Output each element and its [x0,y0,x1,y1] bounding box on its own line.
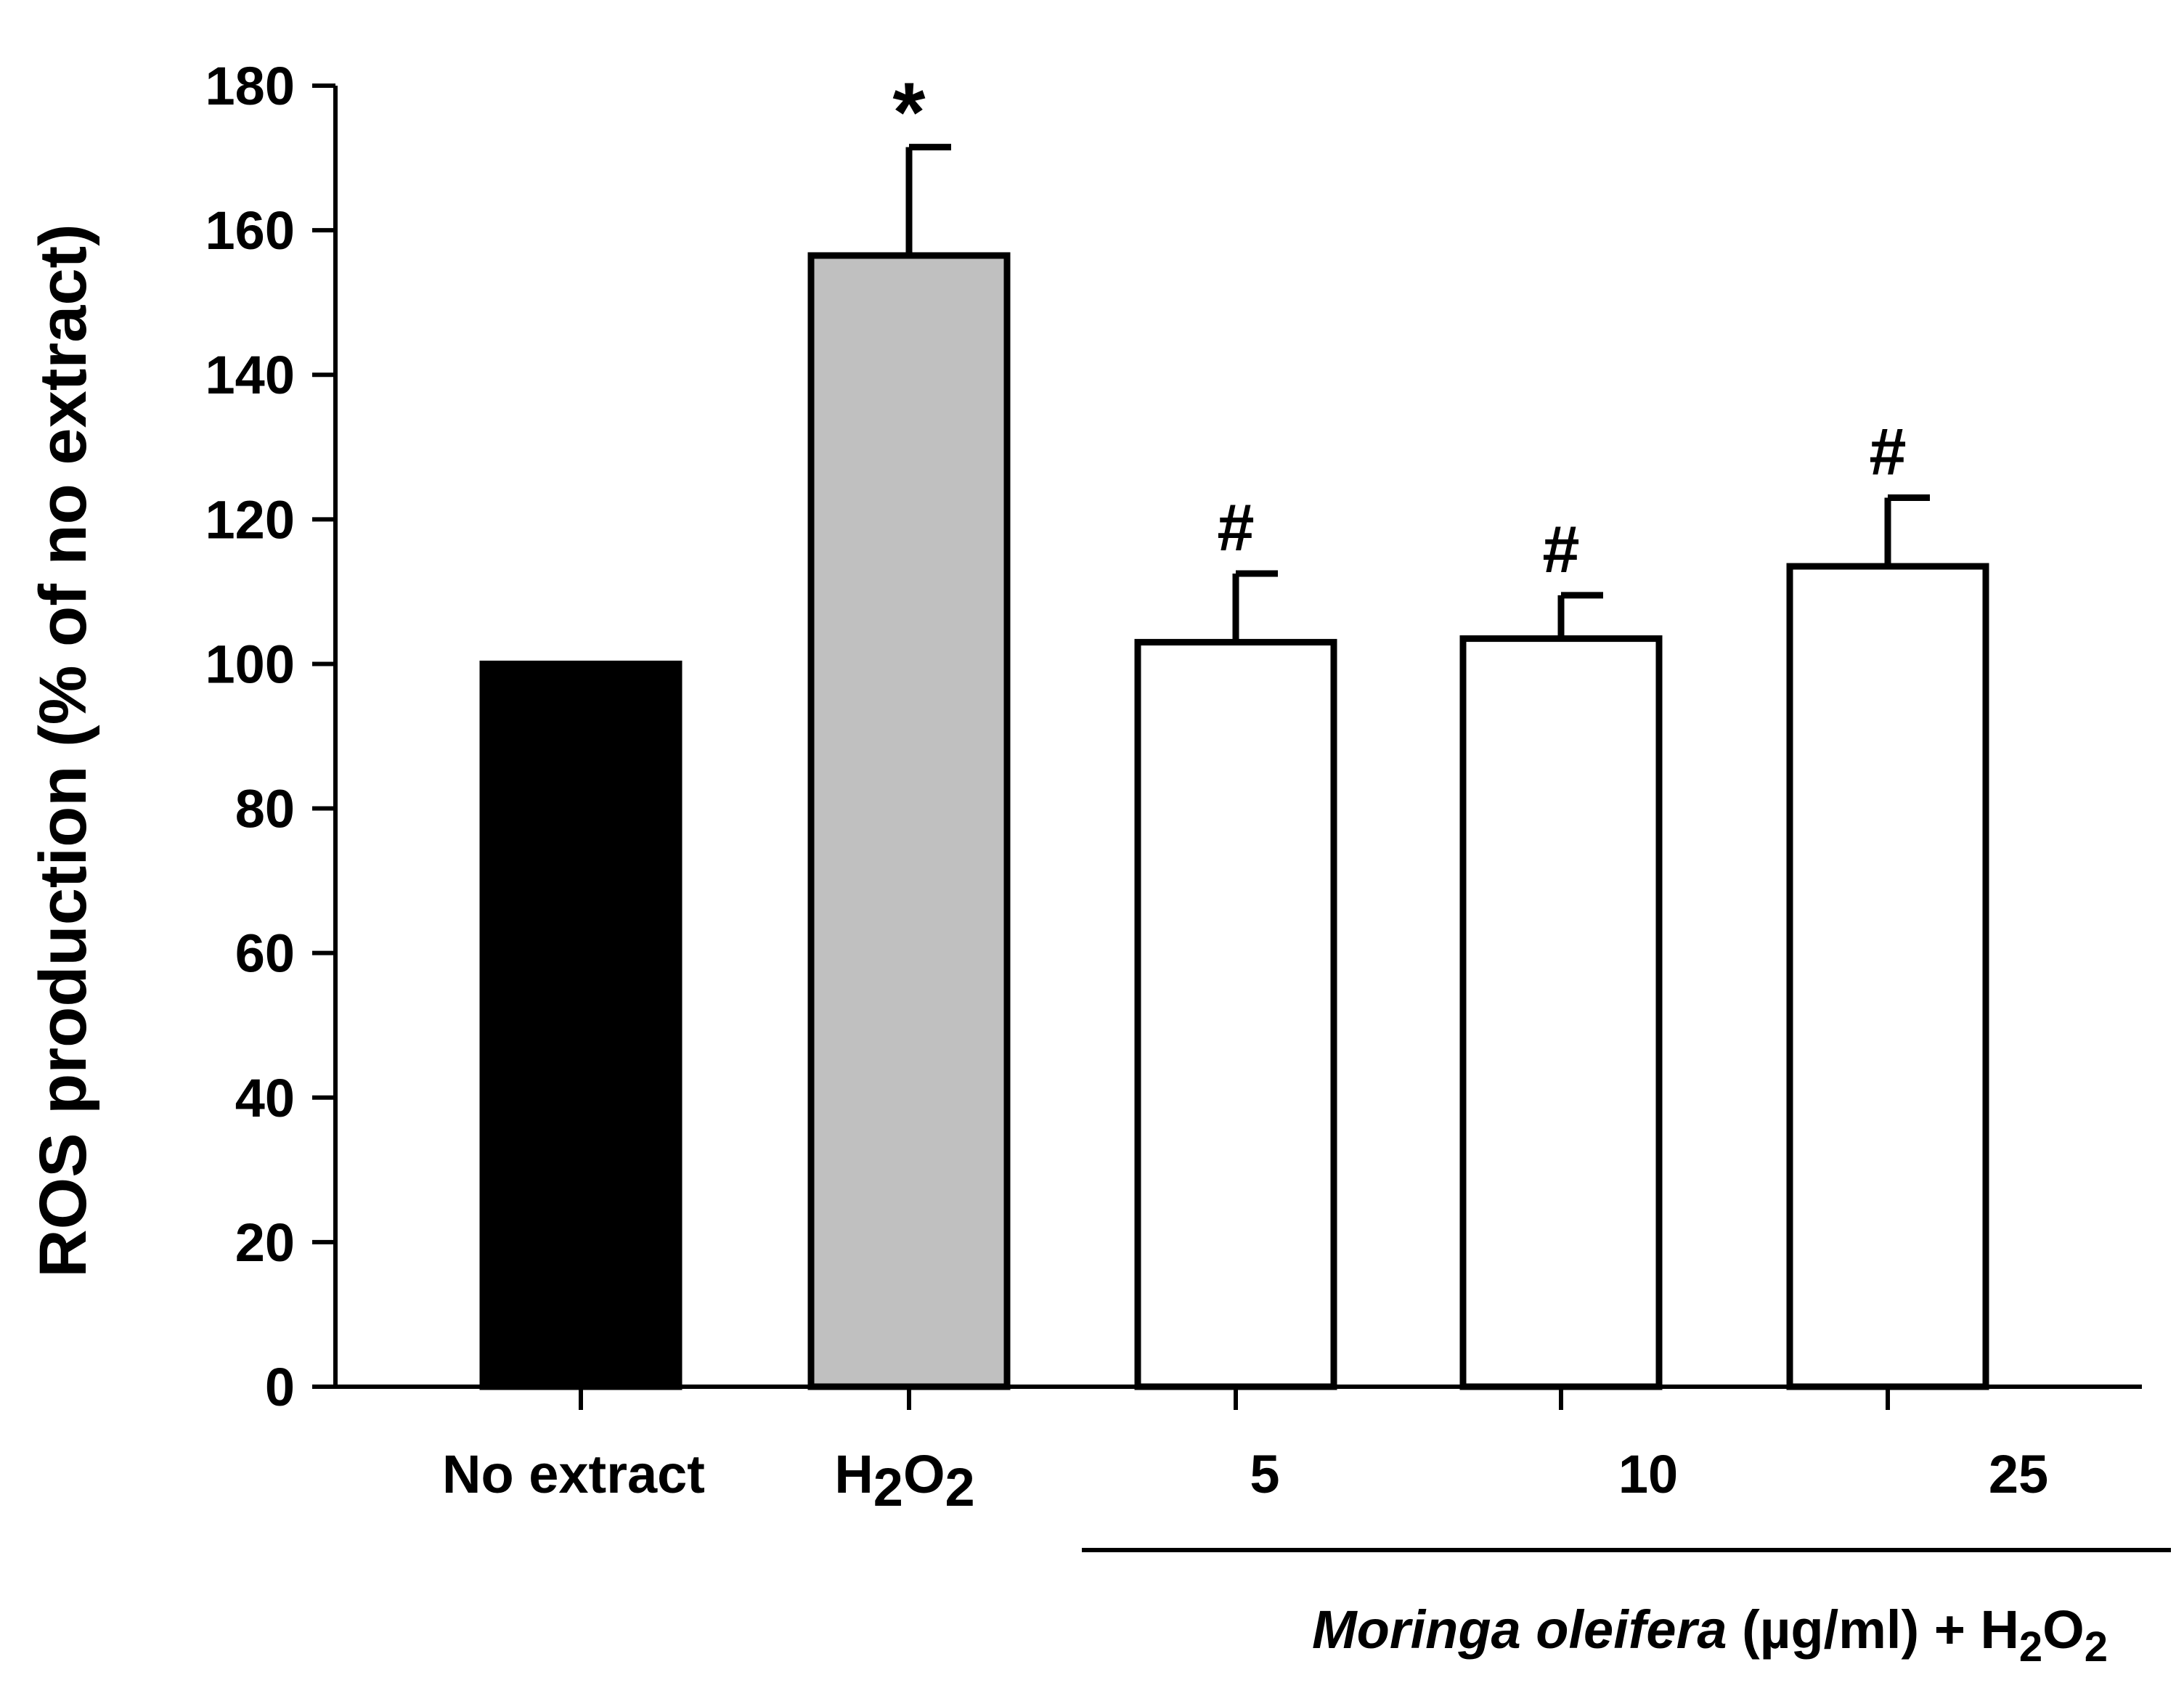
y-tick-label: 180 [205,56,295,116]
labels: * # # # No extract H2O2 5 10 25 Moringa oleifera … [442,65,2171,1671]
bar-0 [479,660,682,1390]
bar-1 [807,252,1011,1390]
bar-3 [1459,635,1663,1390]
bars [479,144,1989,1390]
y-tick-label: 120 [205,489,295,550]
category-label-10: 10 [1618,1444,1678,1504]
significance-mark-2: # [1217,491,1254,565]
y-tick-label: 140 [205,345,295,405]
y-tick-label: 160 [205,200,295,261]
y-tick-label: 0 [265,1357,295,1417]
group-label: Moringa oleifera (µg/ml) + H2O2 [1312,1599,2108,1671]
y-tick-label: 80 [235,779,295,839]
category-label-h2o2: H2O2 [834,1444,974,1517]
y-tick-label: 20 [235,1212,295,1273]
significance-mark-4: # [1869,415,1906,489]
category-label-no-extract: No extract [442,1444,705,1504]
y-tick-label: 40 [235,1068,295,1128]
significance-mark-1: * [892,65,926,160]
significance-mark-3: # [1542,513,1579,587]
y-tick-label: 60 [235,923,295,984]
y-axis-title: ROS production (% of no extract) [26,224,100,1278]
axes: 0 20 40 60 80 100 120 140 160 180 ROS production (… [26,56,2142,1417]
bar-2 [1134,639,1337,1390]
category-label-5: 5 [1250,1444,1279,1504]
bar-4 [1786,563,1989,1390]
category-label-25: 25 [1989,1444,2048,1504]
y-tick-label: 100 [205,634,295,694]
